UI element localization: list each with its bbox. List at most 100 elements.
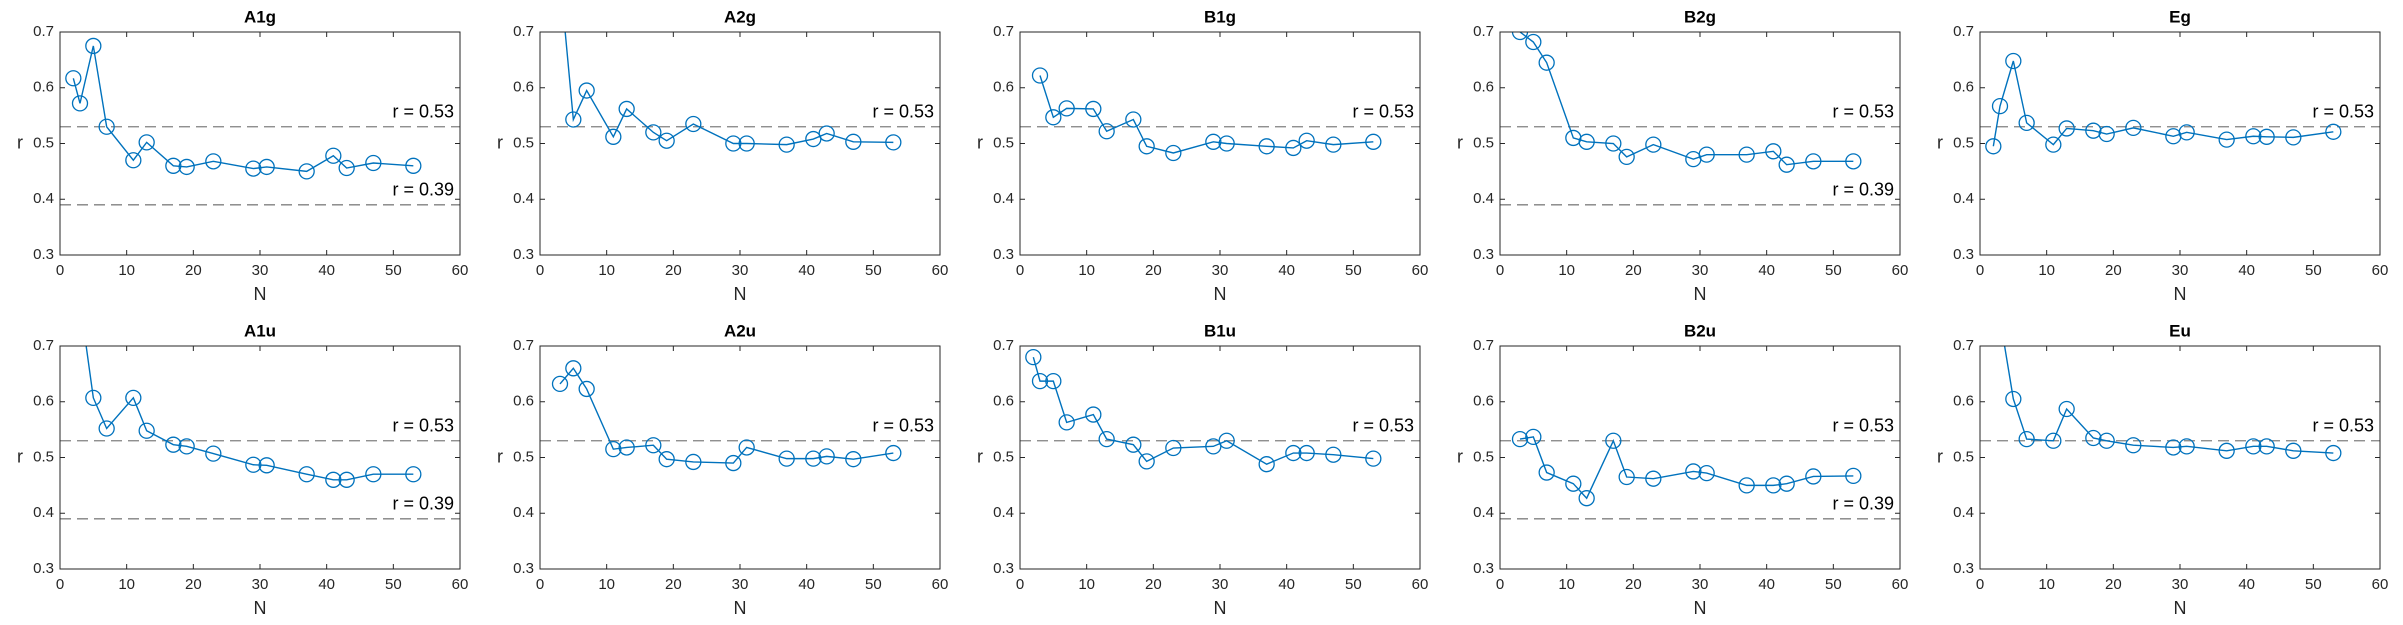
y-tick-label: 0.3	[993, 246, 1014, 263]
x-tick-label: 10	[598, 576, 615, 593]
data-point	[138, 422, 155, 439]
y-axis-label: r	[977, 446, 983, 466]
data-point	[1298, 444, 1315, 462]
data-point	[1538, 54, 1555, 71]
data-point	[73, 294, 88, 309]
y-tick-label: 0.6	[513, 79, 534, 96]
data-point	[165, 436, 182, 453]
data-point	[365, 154, 382, 172]
data-point	[2058, 400, 2075, 418]
data-point	[2045, 136, 2062, 153]
data-point	[298, 466, 315, 483]
data-point	[645, 437, 662, 454]
y-axis-label: r	[497, 132, 503, 152]
data-point	[658, 451, 675, 468]
reference-label: r = 0.39	[1832, 494, 1894, 514]
y-axis-label: r	[1457, 446, 1463, 466]
axes-box	[1499, 31, 1901, 256]
x-tick-label: 20	[2105, 262, 2122, 279]
data-point	[85, 389, 102, 406]
y-tick-label: 0.3	[33, 560, 54, 577]
x-tick-label: 60	[1892, 576, 1909, 593]
y-tick-label: 0.7	[1953, 23, 1974, 40]
data-point	[258, 457, 275, 474]
x-tick-label: 0	[1016, 576, 1024, 593]
data-point	[1045, 109, 1062, 126]
data-point	[2018, 114, 2035, 132]
x-tick-label: 50	[385, 576, 402, 593]
data-line	[1039, 75, 1374, 154]
data-point	[1205, 133, 1222, 150]
data-point	[658, 132, 675, 149]
data-point	[1618, 468, 1635, 486]
x-tick-label: 0	[56, 576, 64, 593]
data-point	[1085, 100, 1102, 118]
reference-label: r = 0.53	[1832, 102, 1894, 122]
series	[1985, 52, 2342, 155]
data-point	[685, 115, 702, 133]
data-point	[885, 444, 902, 462]
reference-label: r = 0.53	[1352, 102, 1414, 122]
data-point	[2005, 390, 2022, 408]
y-tick-label: 0.6	[1473, 393, 1494, 410]
data-point	[618, 100, 635, 118]
x-tick-label: 30	[252, 576, 269, 593]
data-point	[1125, 111, 1142, 128]
y-tick-label: 0.5	[993, 134, 1014, 151]
y-tick-label: 0.6	[1473, 79, 1494, 96]
x-tick-label: 60	[932, 576, 949, 593]
data-point	[2258, 438, 2275, 455]
data-point	[1991, 97, 2009, 115]
x-tick-label: 40	[798, 262, 815, 279]
data-point	[338, 471, 355, 488]
y-tick-label: 0.5	[1953, 448, 1974, 465]
x-tick-label: 30	[2172, 262, 2189, 279]
data-point	[805, 450, 822, 467]
data-line	[85, 346, 414, 481]
data-point	[1025, 348, 1042, 366]
y-tick-label: 0.5	[1953, 134, 1974, 151]
data-point	[1045, 372, 1062, 390]
y-tick-label: 0.5	[33, 448, 54, 465]
data-line	[564, 32, 894, 146]
data-point	[1085, 406, 1102, 423]
x-tick-label: 60	[1412, 576, 1429, 593]
x-tick-label: 50	[1345, 576, 1362, 593]
y-axis-label: r	[17, 132, 23, 152]
data-point	[1685, 463, 1702, 480]
x-tick-label: 60	[2372, 576, 2389, 593]
x-tick-label: 40	[1278, 262, 1295, 279]
data-point	[1538, 464, 1555, 481]
x-tick-label: 40	[1758, 262, 1775, 279]
y-tick-label: 0.6	[1953, 393, 1974, 410]
x-tick-label: 0	[1496, 262, 1504, 279]
x-tick-label: 40	[2238, 262, 2255, 279]
series	[1511, 32, 1862, 173]
data-point	[1285, 444, 1302, 462]
data-point	[258, 158, 275, 176]
data-point	[2245, 438, 2262, 455]
series	[551, 360, 902, 472]
data-point	[2125, 119, 2142, 137]
x-tick-label: 10	[598, 262, 615, 279]
x-tick-label: 0	[1016, 262, 1024, 279]
data-point	[338, 159, 355, 177]
x-tick-label: 50	[2305, 576, 2322, 593]
data-point	[2325, 123, 2342, 140]
data-point	[1511, 430, 1529, 448]
data-point	[138, 134, 155, 151]
x-tick-label: 20	[185, 262, 202, 279]
x-axis-label: N	[1694, 284, 1707, 304]
y-tick-label: 0.3	[1473, 246, 1494, 263]
y-tick-label: 0.4	[33, 504, 54, 521]
reference-label: r = 0.53	[392, 102, 454, 122]
x-tick-label: 40	[1278, 576, 1295, 593]
data-line	[1519, 32, 1854, 166]
data-point	[1805, 153, 1822, 170]
x-tick-label: 20	[1145, 262, 1162, 279]
data-point	[1565, 475, 1582, 492]
x-tick-label: 30	[732, 262, 749, 279]
y-tick-label: 0.3	[513, 246, 534, 263]
data-point	[2165, 439, 2182, 456]
data-point	[2085, 429, 2102, 447]
